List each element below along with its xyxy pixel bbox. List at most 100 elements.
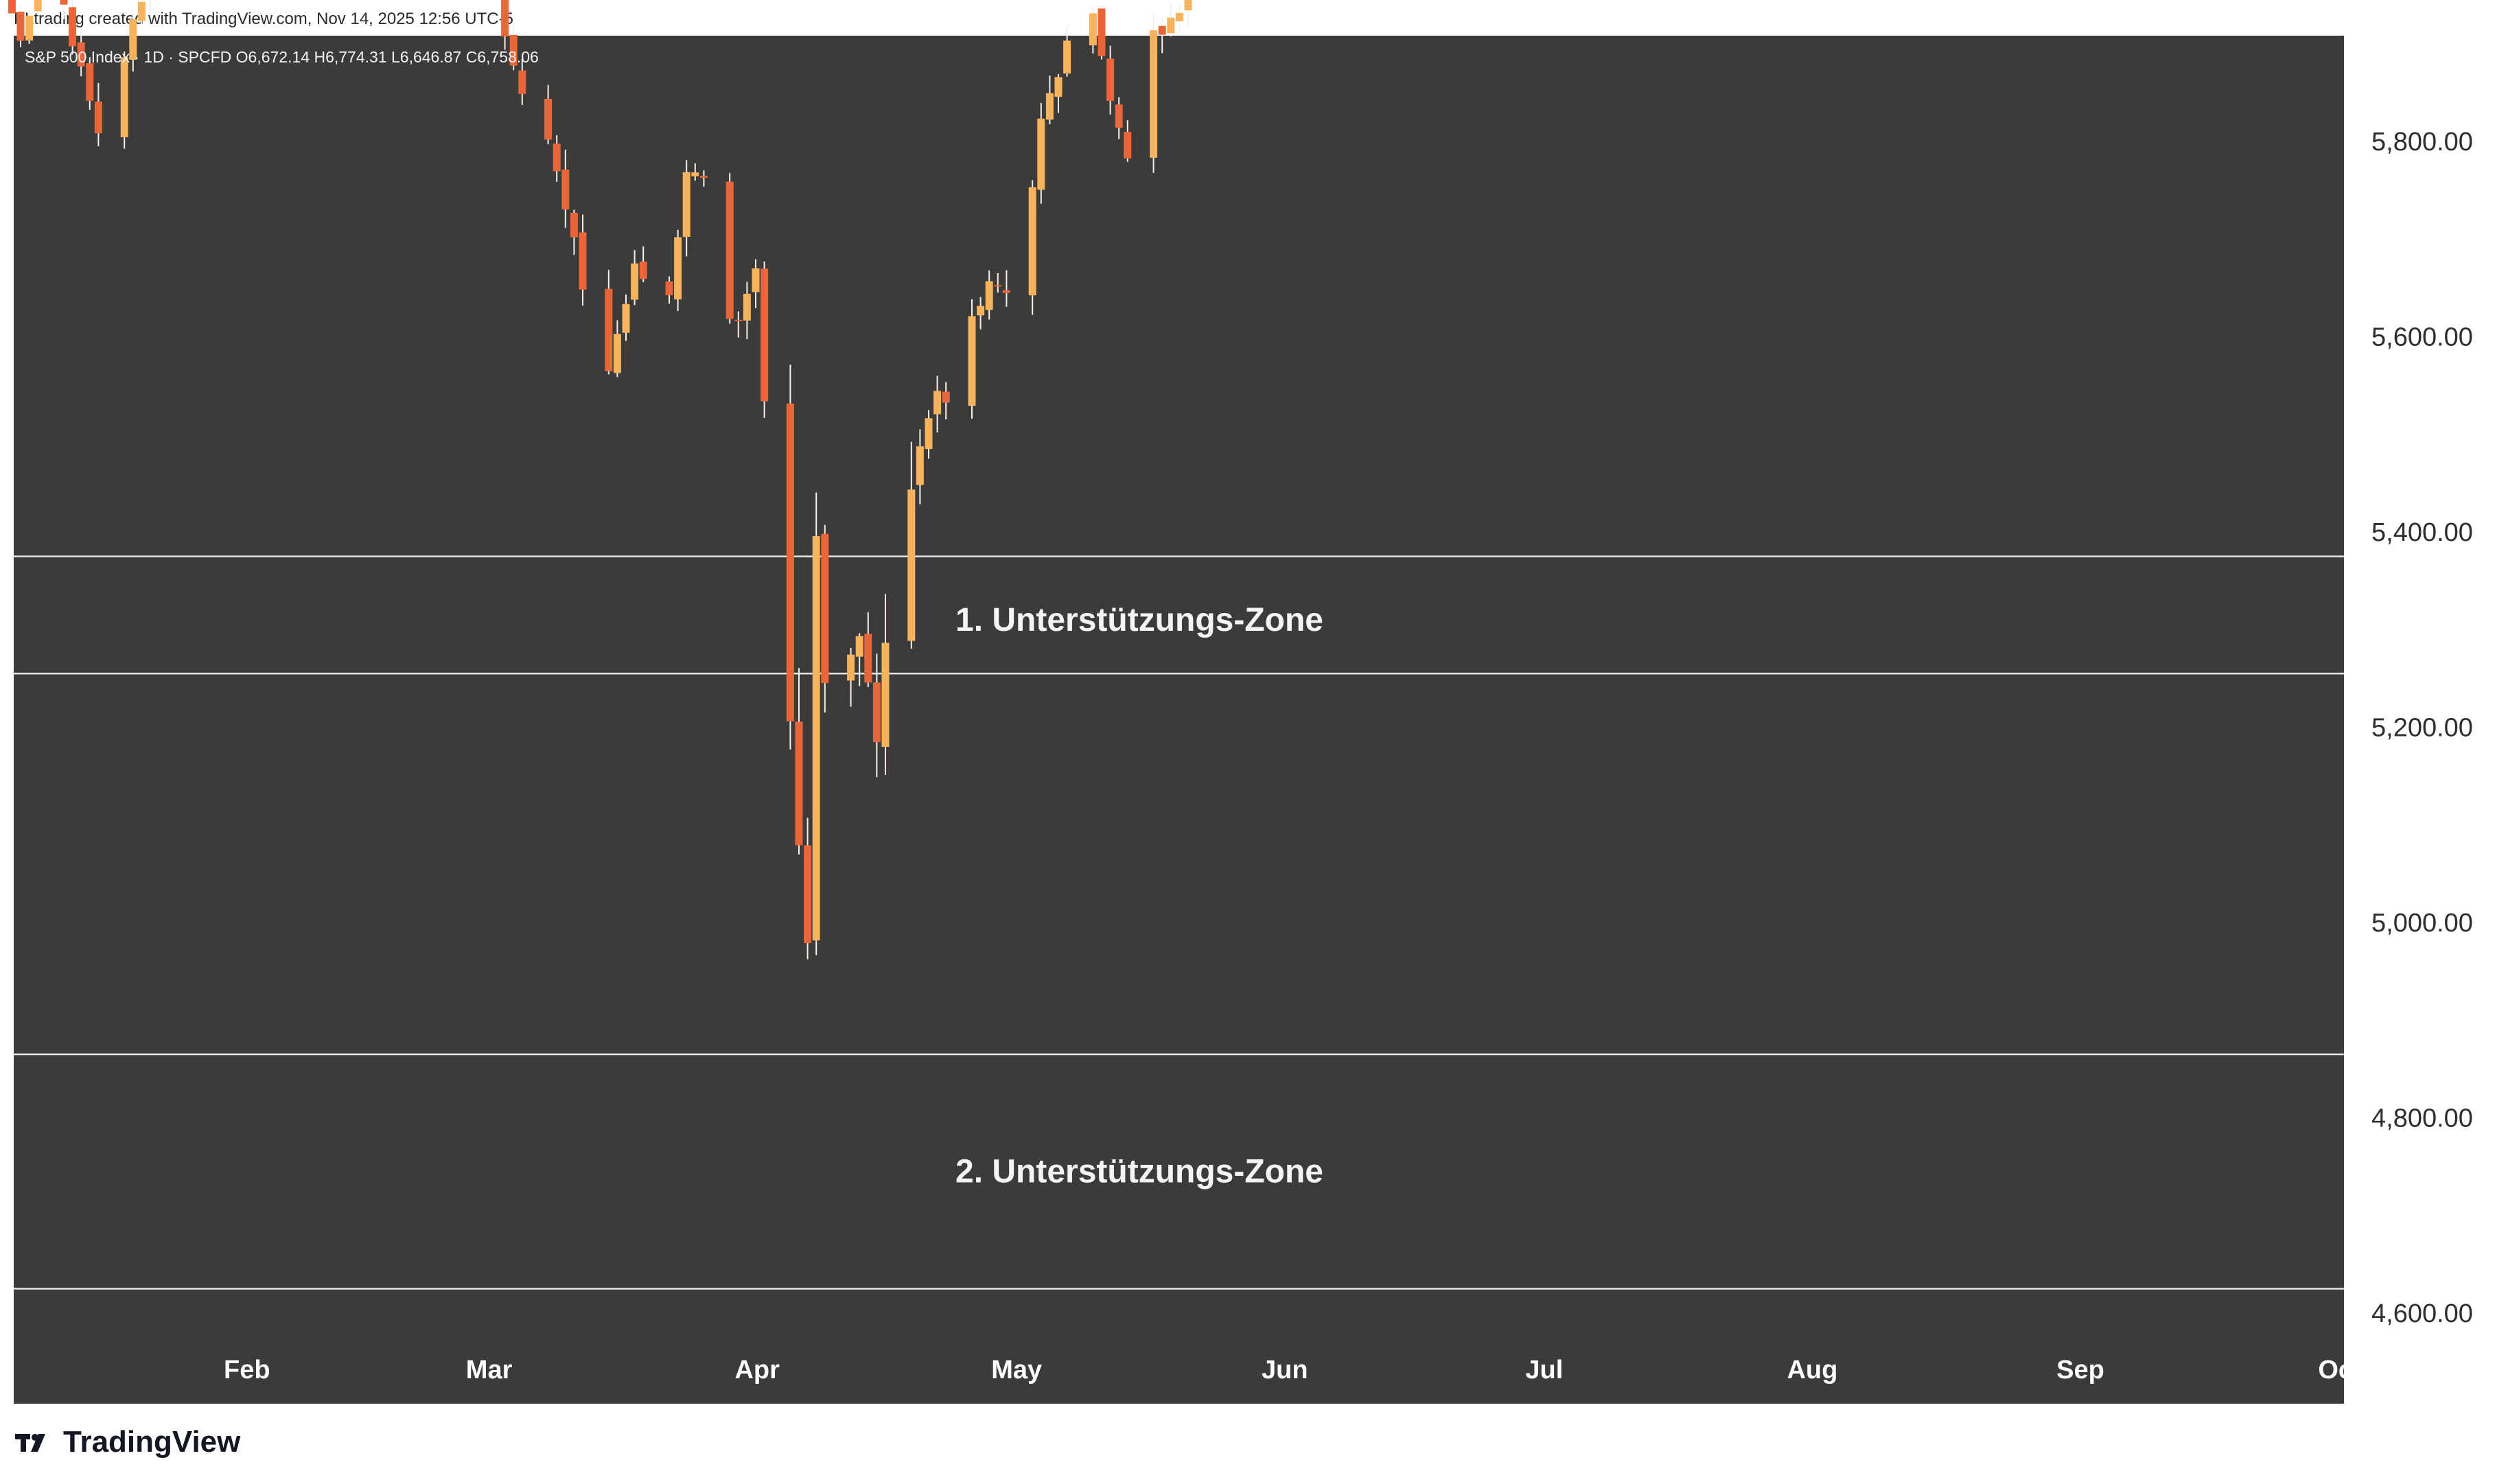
candle — [985, 270, 993, 320]
candle — [1167, 2, 1175, 36]
candle — [812, 492, 820, 955]
candle — [631, 250, 639, 305]
tradingview-logo[interactable]: TradingView — [15, 1425, 240, 1459]
x-axis: FebMarAprMayJunJulAugSepOctNov — [224, 1356, 2362, 1384]
candle — [907, 441, 916, 649]
candle — [1098, 5, 1106, 60]
candle — [544, 84, 553, 145]
x-tick-label: Jun — [1262, 1356, 1308, 1384]
candle — [509, 23, 518, 71]
candle — [86, 57, 94, 110]
candle — [968, 299, 976, 419]
y-tick-label: 4,800.00 — [2371, 1104, 2473, 1133]
candle — [804, 818, 812, 960]
candle — [8, 0, 16, 19]
zone-lines — [14, 555, 2344, 1290]
candle — [561, 150, 570, 228]
candle — [1158, 17, 1166, 54]
candle — [847, 647, 855, 707]
candle — [25, 7, 34, 44]
tradingview-logo-text: TradingView — [63, 1425, 241, 1459]
x-tick-label: Feb — [224, 1356, 270, 1384]
candle — [1002, 270, 1010, 307]
candle — [994, 273, 1002, 293]
candle — [613, 320, 621, 378]
candle — [1175, 4, 1183, 34]
candle — [570, 209, 578, 255]
y-tick-label: 5,800.00 — [2371, 128, 2473, 156]
candle — [579, 214, 587, 306]
candle — [605, 270, 613, 375]
candle — [94, 82, 102, 146]
candle — [1106, 45, 1115, 115]
candle — [129, 9, 137, 72]
candle — [501, 0, 509, 50]
candle — [795, 668, 803, 855]
candle — [639, 246, 647, 283]
candle — [872, 653, 881, 778]
x-tick-label: Mar — [466, 1356, 513, 1384]
candle — [665, 276, 673, 304]
candle — [855, 633, 863, 686]
candle — [1184, 0, 1192, 27]
candle — [674, 229, 682, 312]
candle — [752, 259, 760, 308]
candle — [120, 51, 128, 149]
y-tick-label: 5,400.00 — [2371, 518, 2473, 547]
candle — [743, 281, 751, 340]
chart-panel[interactable] — [14, 36, 2344, 1404]
candle — [933, 375, 942, 433]
candle — [518, 58, 526, 105]
candle — [16, 5, 25, 47]
x-tick-label: Aug — [1787, 1356, 1837, 1384]
candle — [1089, 7, 1097, 54]
candle — [942, 382, 950, 419]
chart-attribution: PLtrading created with TradingView.com, … — [14, 10, 513, 28]
x-tick-label: May — [991, 1356, 1042, 1384]
candle — [34, 0, 42, 15]
candle — [699, 170, 708, 187]
candle — [725, 172, 734, 324]
x-tick-label: Jul — [1525, 1356, 1563, 1384]
candle — [786, 364, 794, 750]
zone-labels: 2. Widerstands-Zone1. Widerstands-Zone1.… — [955, 602, 1323, 1190]
candle — [821, 524, 829, 713]
candle — [1063, 26, 1071, 77]
x-tick-label: Oct — [2318, 1356, 2362, 1384]
candle — [977, 297, 985, 329]
y-tick-label: 5,600.00 — [2371, 323, 2473, 352]
candle — [69, 0, 77, 55]
x-tick-label: Apr — [734, 1356, 780, 1384]
candle — [60, 0, 68, 19]
candle — [553, 135, 561, 182]
zone-label-3: 2. Unterstützungs-Zone — [955, 1154, 1323, 1190]
y-tick-label: 4,600.00 — [2371, 1299, 2473, 1328]
y-tick-label: 5,000.00 — [2371, 909, 2473, 938]
candle — [1045, 76, 1054, 124]
candle — [864, 612, 872, 687]
candle — [1037, 103, 1045, 204]
candle — [691, 163, 699, 181]
y-tick-label: 5,200.00 — [2371, 714, 2473, 743]
candle — [925, 410, 933, 459]
candles — [8, 0, 1192, 960]
y-axis: 7,200.007,000.006,800.006,600.006,400.00… — [2371, 128, 2473, 1328]
ohlc-legend: S&P 500 Index · 1D · SPCFD O6,672.14 H6,… — [25, 48, 539, 66]
candle — [150, 0, 151, 12]
candle — [1115, 97, 1123, 139]
candle — [916, 429, 924, 505]
tradingview-logo-icon — [15, 1434, 45, 1452]
candle — [881, 594, 890, 775]
candle — [1054, 73, 1063, 113]
candle — [761, 261, 769, 418]
candle — [1028, 180, 1036, 315]
candle — [734, 311, 743, 338]
x-tick-label: Sep — [2056, 1356, 2104, 1384]
candle — [137, 0, 146, 25]
candle — [682, 160, 690, 257]
zone-label-2: 1. Unterstützungs-Zone — [955, 602, 1323, 638]
candle — [1150, 14, 1158, 173]
candle — [77, 29, 85, 77]
candle — [1124, 120, 1132, 162]
